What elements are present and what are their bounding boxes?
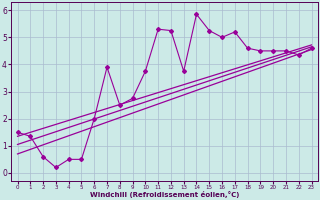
X-axis label: Windchill (Refroidissement éolien,°C): Windchill (Refroidissement éolien,°C) [90,191,239,198]
